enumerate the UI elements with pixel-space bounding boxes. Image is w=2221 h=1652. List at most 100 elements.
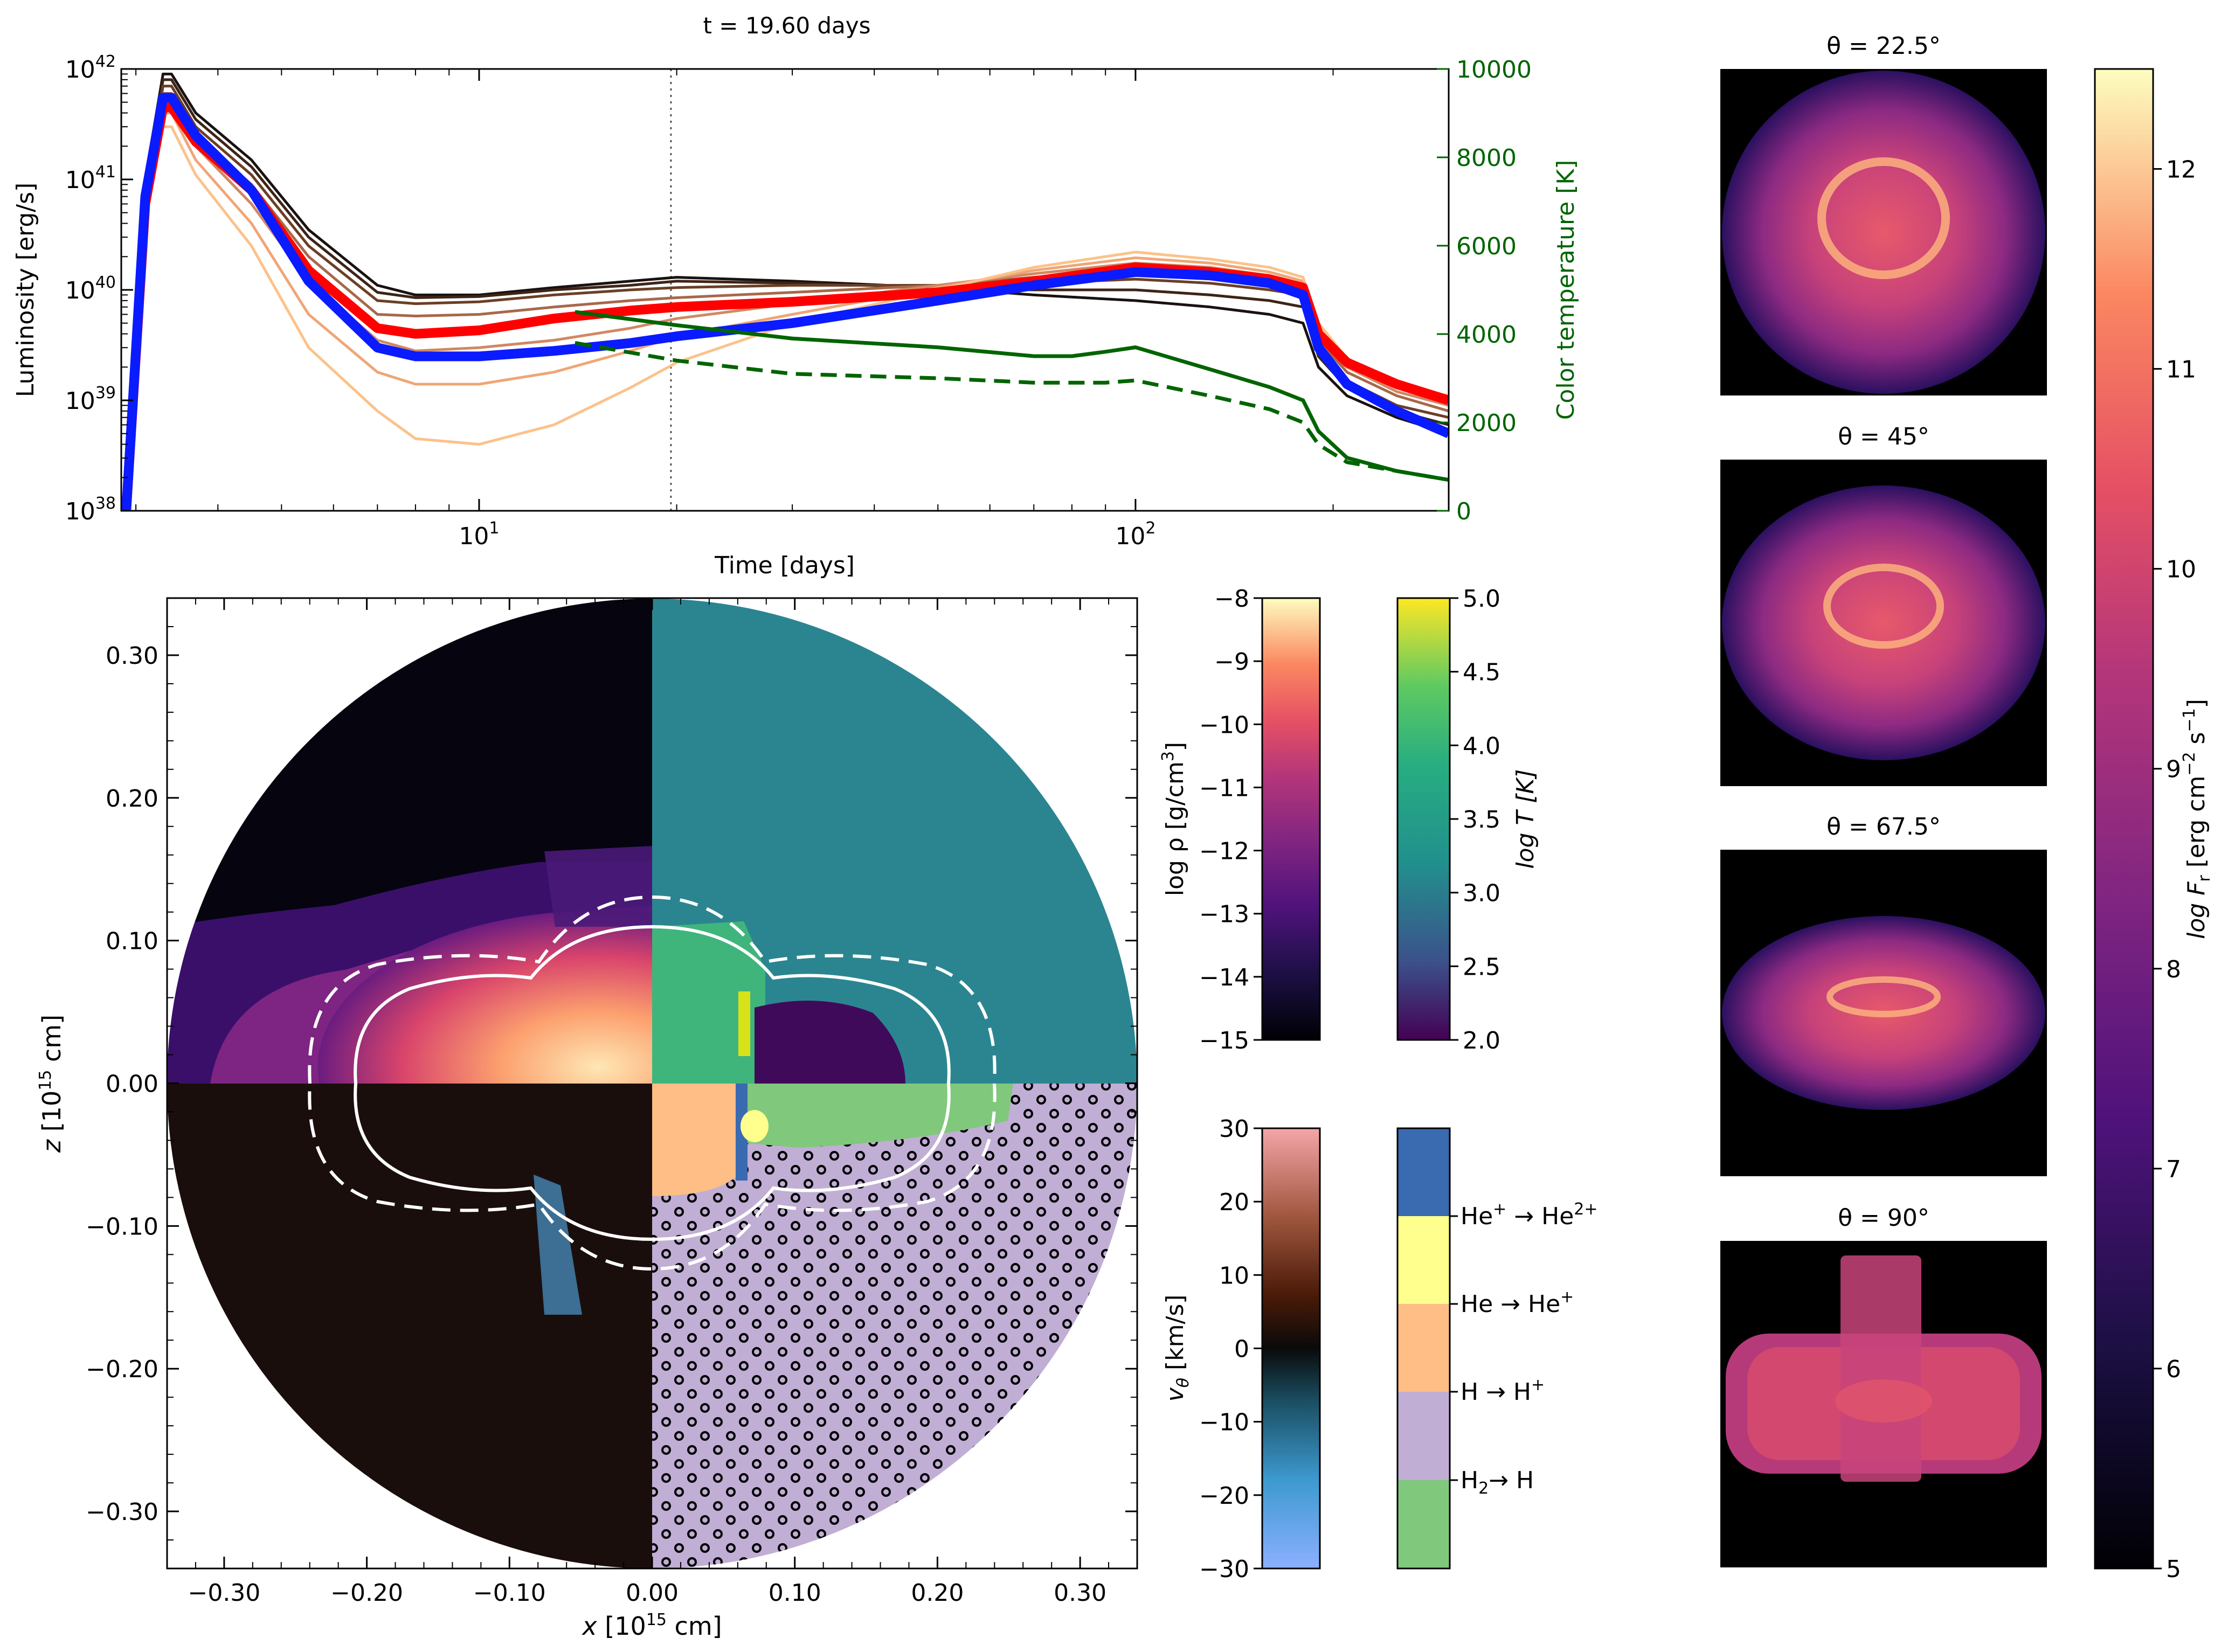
lc-ytick-label: 1038	[65, 494, 116, 525]
lc-ytick-label: 1042	[65, 52, 116, 84]
lc-y2tick-label: 10000	[1456, 56, 1532, 84]
lc-y2tick-label: 8000	[1456, 144, 1517, 172]
colorbar-tick-label: −30	[1199, 1556, 1249, 1583]
colorbar-tick-label: 2.0	[1463, 1027, 1500, 1054]
flux-title-45: θ = 45°	[1838, 423, 1929, 450]
temperature-green-zone	[652, 921, 765, 1084]
luminosity-series-6	[124, 125, 1449, 511]
colorbar-tick-label: 5	[2166, 1556, 2181, 1583]
colorbar-ionization: He+ → He2+ He → He+ H → H+ H2→ H	[1396, 1127, 1598, 1570]
colorbar-flux: 12 11 10 9 8 7 6 5 log Fr [erg cm−2 s−1]	[2094, 68, 2214, 1583]
slice-xtick-label: −0.10	[473, 1579, 546, 1607]
slice-ylabel: z [1015 cm]	[36, 1015, 66, 1153]
colorbar-tick-label: 11	[2166, 356, 2196, 384]
colorbar-tick-label: 2.5	[1463, 953, 1500, 981]
slice-xtick-label: 0.10	[769, 1579, 821, 1607]
temperature-hot-strip	[738, 991, 750, 1056]
colorbar-tick-label: −15	[1199, 1027, 1249, 1054]
colorbar-tick-label: 4.5	[1463, 659, 1500, 686]
colorbar-tick-label: 6	[2166, 1356, 2181, 1383]
luminosity-series-0	[124, 72, 1449, 511]
ionization-h2-h-zone	[738, 1084, 1013, 1148]
flux-title-22-5: θ = 22.5°	[1826, 32, 1941, 60]
slice-ytick-label: 0.30	[106, 642, 158, 670]
slice-ytick-label: −0.30	[86, 1498, 158, 1526]
slice-xtick-label: 0.30	[1054, 1579, 1106, 1607]
colorbar-tick-label: −11	[1199, 774, 1249, 802]
colorbar-tick-label: −8	[1214, 585, 1249, 613]
ionization-h-hp-zone	[652, 1084, 738, 1196]
temperature-purple-zone	[755, 1001, 905, 1084]
colorbar-tick-label: 0	[1234, 1336, 1249, 1363]
ionization-label-h-hp: H → H+	[1461, 1376, 1545, 1406]
temperature-series-0	[575, 310, 1449, 482]
lc-y2label: Color temperature [K]	[1552, 160, 1580, 420]
lc-xlabel: Time [days]	[714, 552, 855, 579]
lc-ytick-label: 1040	[65, 273, 116, 304]
colorbar-density-label: log ρ [g/cm3]	[1159, 742, 1189, 896]
flux-image-45: θ = 45°	[1720, 423, 2047, 786]
ionization-label-he-he1: He → He+	[1461, 1288, 1574, 1318]
colorbar-temperature: 5.0 4.5 4.0 3.5 3.0 2.5 2.0 log T [K]	[1396, 585, 1539, 1054]
ionization-he1-blob	[741, 1110, 769, 1142]
colorbar-tick-label: 12	[2166, 156, 2196, 184]
lc-y2tick-label: 6000	[1456, 233, 1517, 260]
colorbar-tick-label: −20	[1199, 1482, 1249, 1510]
colorbar-velocity-label: vθ [km/s]	[1161, 1295, 1193, 1402]
colorbar-tick-label: −13	[1199, 901, 1249, 928]
density-polar-shell	[544, 846, 652, 927]
slice-ticks: −0.30 −0.20 −0.10 0.00 0.10 0.20 0.30 0.30 0.20 0…	[86, 598, 1138, 1607]
lc-ytick-label: 1039	[65, 384, 116, 415]
velocity-feature	[534, 1175, 582, 1315]
flux-image-22-5: θ = 22.5°	[1720, 32, 2047, 395]
slice-xlabel: x [1015 cm]	[581, 1611, 722, 1641]
lc-xtick-label: 102	[1115, 519, 1156, 550]
luminosity-series-7	[121, 102, 1449, 511]
flux-image-90: θ = 90°	[1720, 1204, 2047, 1567]
flux-title-90: θ = 90°	[1838, 1204, 1929, 1232]
colorbar-flux-label: log Fr [erg cm−2 s−1]	[2180, 699, 2214, 939]
ionization-label-he-he2: He+ → He2+	[1461, 1200, 1598, 1230]
quadrant-velocity	[167, 1084, 652, 1568]
colorbar-tick-label: 20	[1219, 1189, 1249, 1216]
colorbar-tick-label: −9	[1214, 648, 1249, 676]
flux-image-67-5: θ = 67.5°	[1720, 813, 2047, 1176]
light-curve-panel: 101 102 1038 1039 1040 1041 1042 0 2000 4000 6000 8…	[12, 52, 1580, 579]
slice-xtick-label: −0.20	[330, 1579, 403, 1607]
colorbar-tick-label: 5.0	[1463, 585, 1500, 613]
temperature-series-1	[575, 341, 1449, 482]
photosphere-contour-solid	[354, 925, 951, 1241]
colorbar-velocity: 30 20 10 0 −10 −20 −30 vθ [km/s]	[1161, 1115, 1321, 1583]
lc-y2tick-label: 0	[1456, 498, 1471, 525]
colorbar-tick-label: −10	[1199, 1409, 1249, 1436]
lc-y2tick-label: 2000	[1456, 409, 1517, 437]
lc-y2tick-label: 4000	[1456, 321, 1517, 349]
colorbar-density: −8 −9 −10 −11 −12 −13 −14 −15 log ρ [g/cm3]	[1159, 585, 1321, 1054]
colorbar-tick-label: 8	[2166, 956, 2181, 983]
slice-xtick-label: −0.30	[188, 1579, 260, 1607]
colorbar-temperature-label: log T [K]	[1512, 769, 1539, 869]
lc-xtick-label: 101	[459, 519, 499, 550]
lc-ticks: 101 102 1038 1039 1040 1041 1042 0 2000 4000 6000 8…	[65, 52, 1532, 550]
lc-ylabel: Luminosity [erg/s]	[12, 183, 39, 397]
colorbar-tick-label: 4.0	[1463, 732, 1500, 760]
luminosity-series-8	[121, 93, 1449, 511]
slice-ytick-label: −0.20	[86, 1356, 158, 1383]
lc-series-group	[121, 72, 1449, 511]
slice-ytick-label: 0.00	[106, 1071, 158, 1098]
photosphere-contour-dashed	[308, 895, 997, 1271]
time-title: t = 19.60 days	[703, 12, 870, 39]
colorbar-tick-label: 30	[1219, 1115, 1249, 1143]
flux-title-67-5: θ = 67.5°	[1826, 813, 1941, 841]
slice-xtick-label: 0.20	[911, 1579, 964, 1607]
colorbar-tick-label: −12	[1199, 838, 1249, 865]
slice-ytick-label: 0.20	[106, 785, 158, 813]
colorbar-tick-label: −10	[1199, 711, 1249, 739]
colorbar-tick-label: 9	[2166, 756, 2181, 783]
meridional-slice-panel: −0.30 −0.20 −0.10 0.00 0.10 0.20 0.30 0.30 0.20 0…	[36, 597, 1138, 1641]
colorbar-tick-label: 10	[2166, 556, 2196, 584]
lc-ytick-label: 1041	[65, 163, 116, 194]
colorbar-tick-label: 3.0	[1463, 880, 1500, 907]
colorbar-tick-label: 3.5	[1463, 806, 1500, 834]
